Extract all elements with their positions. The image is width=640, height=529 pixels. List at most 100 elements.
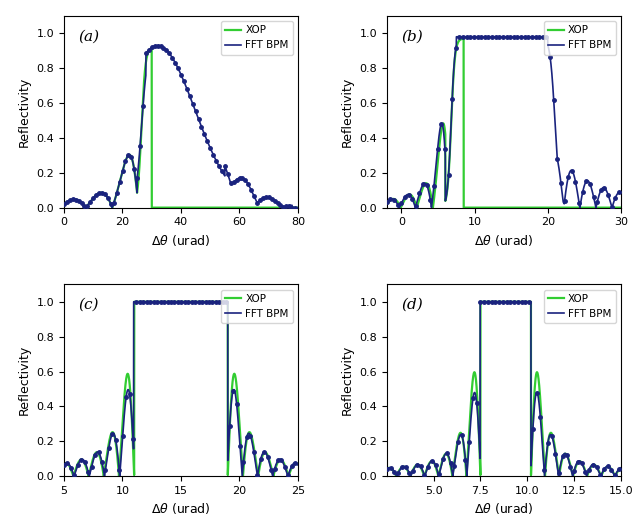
- FFT BPM: [483, 34, 491, 40]
- FFT BPM: [130, 298, 138, 305]
- FFT BPM: [481, 34, 489, 40]
- XOP: [494, 298, 502, 305]
- Line: XOP: XOP: [64, 302, 298, 476]
- FFT BPM: [172, 298, 179, 305]
- FFT BPM: [230, 387, 238, 393]
- FFT BPM: [383, 466, 390, 472]
- Y-axis label: Reflectivity: Reflectivity: [341, 77, 354, 147]
- Legend: XOP, FFT BPM: XOP, FFT BPM: [221, 289, 292, 323]
- FFT BPM: [483, 298, 491, 305]
- FFT BPM: [383, 199, 390, 206]
- FFT BPM: [288, 205, 296, 211]
- XOP: [287, 205, 294, 211]
- X-axis label: $\Delta\theta$ (urad): $\Delta\theta$ (urad): [474, 501, 534, 516]
- XOP: [483, 205, 491, 211]
- FFT BPM: [553, 150, 561, 157]
- XOP: [159, 205, 166, 211]
- XOP: [598, 205, 606, 211]
- XOP: [460, 205, 467, 211]
- Line: XOP: XOP: [387, 302, 621, 476]
- Line: XOP: XOP: [387, 39, 621, 208]
- X-axis label: $\Delta\theta$ (urad): $\Delta\theta$ (urad): [151, 501, 211, 516]
- Line: FFT BPM: FFT BPM: [387, 37, 621, 207]
- XOP: [617, 205, 625, 211]
- XOP: [161, 205, 168, 211]
- FFT BPM: [553, 461, 561, 467]
- XOP: [275, 457, 283, 463]
- XOP: [610, 470, 618, 476]
- FFT BPM: [287, 465, 294, 471]
- FFT BPM: [494, 34, 502, 40]
- XOP: [148, 205, 156, 211]
- FFT BPM: [230, 179, 238, 185]
- FFT BPM: [159, 298, 166, 305]
- XOP: [275, 205, 283, 211]
- XOP: [481, 205, 489, 211]
- XOP: [494, 205, 502, 211]
- X-axis label: $\Delta\theta$ (urad): $\Delta\theta$ (urad): [474, 233, 534, 248]
- FFT BPM: [610, 199, 618, 205]
- FFT BPM: [172, 60, 179, 66]
- XOP: [172, 205, 179, 211]
- FFT BPM: [476, 298, 484, 305]
- FFT BPM: [598, 185, 606, 191]
- FFT BPM: [294, 462, 302, 468]
- Text: (b): (b): [401, 29, 422, 43]
- FFT BPM: [154, 42, 161, 49]
- FFT BPM: [617, 464, 625, 471]
- FFT BPM: [481, 298, 489, 305]
- Legend: XOP, FFT BPM: XOP, FFT BPM: [221, 21, 292, 54]
- Y-axis label: Reflectivity: Reflectivity: [18, 345, 31, 415]
- FFT BPM: [611, 473, 618, 479]
- Line: FFT BPM: FFT BPM: [64, 45, 298, 208]
- XOP: [131, 298, 138, 305]
- XOP: [383, 202, 390, 208]
- FFT BPM: [275, 456, 283, 462]
- FFT BPM: [610, 471, 618, 477]
- XOP: [148, 45, 156, 51]
- XOP: [60, 201, 68, 207]
- FFT BPM: [70, 473, 78, 479]
- XOP: [460, 35, 467, 42]
- FFT BPM: [287, 202, 294, 208]
- FFT BPM: [494, 298, 502, 305]
- XOP: [383, 466, 390, 472]
- Y-axis label: Reflectivity: Reflectivity: [18, 77, 31, 147]
- FFT BPM: [60, 201, 68, 207]
- FFT BPM: [161, 45, 168, 51]
- X-axis label: $\Delta\theta$ (urad): $\Delta\theta$ (urad): [151, 233, 211, 248]
- XOP: [161, 298, 168, 305]
- Text: (c): (c): [78, 298, 99, 312]
- FFT BPM: [608, 204, 616, 211]
- XOP: [60, 461, 68, 467]
- XOP: [483, 298, 491, 305]
- FFT BPM: [275, 201, 283, 207]
- FFT BPM: [452, 34, 460, 40]
- XOP: [230, 205, 238, 211]
- XOP: [553, 458, 561, 464]
- XOP: [611, 473, 619, 479]
- Text: (d): (d): [401, 298, 422, 312]
- XOP: [70, 473, 77, 479]
- FFT BPM: [294, 205, 302, 211]
- FFT BPM: [60, 462, 68, 468]
- Line: FFT BPM: FFT BPM: [387, 302, 621, 476]
- Legend: XOP, FFT BPM: XOP, FFT BPM: [544, 21, 616, 54]
- XOP: [610, 205, 618, 211]
- Line: FFT BPM: FFT BPM: [64, 302, 298, 476]
- XOP: [294, 205, 302, 211]
- XOP: [159, 298, 166, 305]
- XOP: [481, 298, 489, 305]
- XOP: [230, 371, 238, 377]
- Line: XOP: XOP: [64, 48, 298, 208]
- FFT BPM: [598, 470, 606, 476]
- Text: (a): (a): [78, 29, 99, 43]
- XOP: [172, 298, 179, 305]
- Legend: XOP, FFT BPM: XOP, FFT BPM: [544, 289, 616, 323]
- FFT BPM: [159, 44, 166, 50]
- XOP: [287, 467, 294, 473]
- Y-axis label: Reflectivity: Reflectivity: [341, 345, 354, 415]
- XOP: [553, 205, 561, 211]
- FFT BPM: [617, 189, 625, 196]
- XOP: [598, 471, 606, 477]
